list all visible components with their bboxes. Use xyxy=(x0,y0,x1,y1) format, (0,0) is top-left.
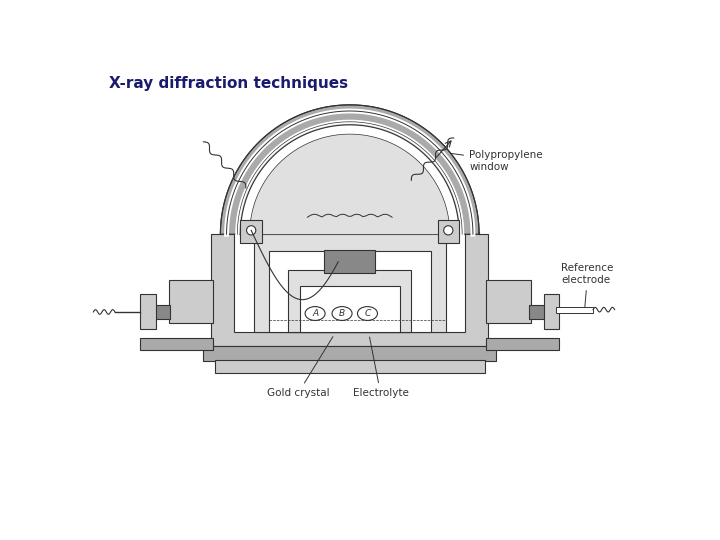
Circle shape xyxy=(246,226,256,235)
Bar xyxy=(486,338,559,350)
Ellipse shape xyxy=(332,307,352,320)
Bar xyxy=(140,338,213,350)
Bar xyxy=(215,361,485,373)
Bar xyxy=(140,294,156,329)
Polygon shape xyxy=(220,105,479,234)
Text: Electrolyte: Electrolyte xyxy=(353,337,408,398)
Polygon shape xyxy=(250,134,450,234)
Text: Gold crystal: Gold crystal xyxy=(267,336,333,398)
Text: C: C xyxy=(364,309,371,318)
Bar xyxy=(544,294,559,329)
Bar xyxy=(240,220,262,244)
Text: A: A xyxy=(312,309,318,318)
Bar xyxy=(269,251,431,332)
Text: X-ray diffraction techniques: X-ray diffraction techniques xyxy=(109,76,348,91)
Bar xyxy=(253,234,446,332)
Bar xyxy=(288,271,411,332)
Ellipse shape xyxy=(305,307,325,320)
Bar xyxy=(556,307,593,313)
Bar xyxy=(204,346,496,361)
Bar xyxy=(529,305,546,319)
Bar xyxy=(438,220,459,244)
Circle shape xyxy=(444,226,453,235)
Bar xyxy=(168,280,213,323)
Text: Polypropylene
window: Polypropylene window xyxy=(426,150,543,172)
Bar xyxy=(211,234,488,346)
Bar xyxy=(300,286,400,332)
Text: Reference
electrode: Reference electrode xyxy=(562,264,614,307)
Bar xyxy=(486,280,531,323)
Bar xyxy=(234,234,465,332)
Text: B: B xyxy=(339,309,345,318)
Bar xyxy=(324,249,375,273)
Ellipse shape xyxy=(357,307,377,320)
Bar xyxy=(153,305,171,319)
